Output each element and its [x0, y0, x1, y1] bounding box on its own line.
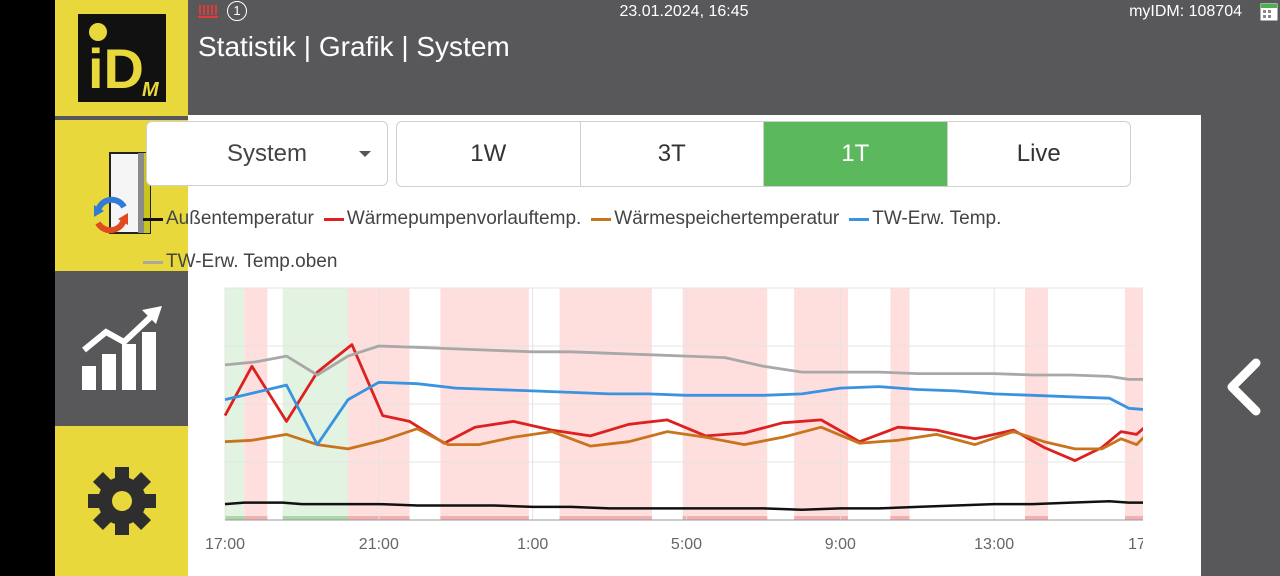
range-tab-3t[interactable]: 3T [581, 122, 764, 186]
legend-swatch [849, 217, 870, 221]
series-line-0 [224, 499, 1143, 512]
legend-label: TW-Erw. Temp.oben [166, 251, 338, 272]
heater-icon [198, 5, 218, 18]
legend-swatch [323, 217, 344, 221]
range-tab-1t[interactable]: 1T [764, 122, 948, 186]
legend-label: Außentemperatur [166, 208, 314, 229]
calendar-icon[interactable] [1260, 1, 1278, 21]
dropdown-value: System [226, 139, 307, 167]
state-band-marker [244, 516, 268, 520]
myidm-id: myIDM: 108704 [1129, 3, 1242, 20]
temperature-line-chart: 02040608017:0021:001:005:009:0013:0017:0… [205, 287, 1143, 553]
x-tick-label: 21:00 [359, 536, 399, 553]
legend-row: Außentemperatur Wärmepumpenvorlauftemp. Wä… [143, 206, 1133, 232]
legend-item[interactable]: TW-Erw. Temp.oben [143, 251, 337, 273]
legend-row: TW-Erw. Temp.oben [143, 249, 1133, 275]
chart-legend: Außentemperatur Wärmepumpenvorlauftemp. Wä… [143, 206, 1133, 292]
state-band-marker [794, 516, 849, 520]
system-dropdown[interactable]: System [146, 121, 388, 186]
x-tick-label: 17:00 [205, 536, 245, 553]
range-tab-1w[interactable]: 1W [397, 122, 581, 186]
idm-logo-icon: iD M [77, 14, 166, 102]
legend-swatch [591, 217, 612, 221]
state-band-marker [559, 516, 652, 520]
chevron-left-icon[interactable] [1218, 355, 1268, 419]
gear-icon [87, 467, 156, 535]
state-band-marker [1124, 516, 1143, 520]
bar-chart-trend-icon [81, 305, 162, 390]
legend-label: Wärmespeichertemperatur [614, 208, 840, 229]
idm-logo[interactable]: iD M [55, 0, 188, 116]
x-tick-label: 17:00 [1128, 536, 1143, 553]
info-badge-icon[interactable]: 1 [227, 1, 247, 21]
page-title: Statistik | Grafik | System [198, 31, 510, 62]
state-band-marker [682, 516, 768, 520]
logo-subtext: M [142, 79, 160, 101]
sidebar-item-statistics[interactable] [55, 275, 188, 422]
legend-label: Wärmepumpenvorlauftemp. [346, 208, 582, 229]
series-line-2 [224, 425, 1143, 451]
heatpump-cycle-icon [93, 151, 151, 234]
logo-text: iD [88, 37, 144, 100]
x-tick-label: 13:00 [974, 536, 1014, 553]
sidebar-item-settings[interactable] [55, 426, 188, 576]
range-tab-live[interactable]: Live [1016, 140, 1061, 167]
legend-swatch [143, 217, 163, 221]
series-line-3 [224, 380, 1143, 447]
x-tick-label: 5:00 [671, 536, 702, 553]
series-line-4 [224, 344, 1143, 381]
time-range-tabs: 1W 3T 1T Live [396, 121, 1131, 187]
x-tick-label: 9:00 [825, 536, 856, 553]
legend-item[interactable]: Wärmepumpenvorlauftemp. [323, 208, 582, 230]
state-band-marker [282, 516, 349, 520]
legend-swatch [143, 260, 163, 264]
status-icons: 1 [197, 1, 247, 21]
legend-label: TW-Erw. Temp. [872, 208, 1002, 229]
state-band-marker [440, 516, 529, 520]
legend-item[interactable]: TW-Erw. Temp. [849, 208, 1001, 230]
state-band-marker [890, 516, 910, 520]
status-datetime: 23.01.2024, 16:45 [619, 3, 749, 20]
legend-item[interactable]: Wärmespeichertemperatur [591, 208, 839, 230]
header: 1 23.01.2024, 16:45 myIDM: 108704 Statis… [188, 0, 1280, 115]
caret-down-icon [359, 151, 371, 157]
state-band-marker [1024, 516, 1049, 520]
legend-item[interactable]: Außentemperatur [143, 208, 314, 230]
state-band-marker [225, 516, 245, 520]
x-tick-label: 1:00 [517, 536, 548, 553]
